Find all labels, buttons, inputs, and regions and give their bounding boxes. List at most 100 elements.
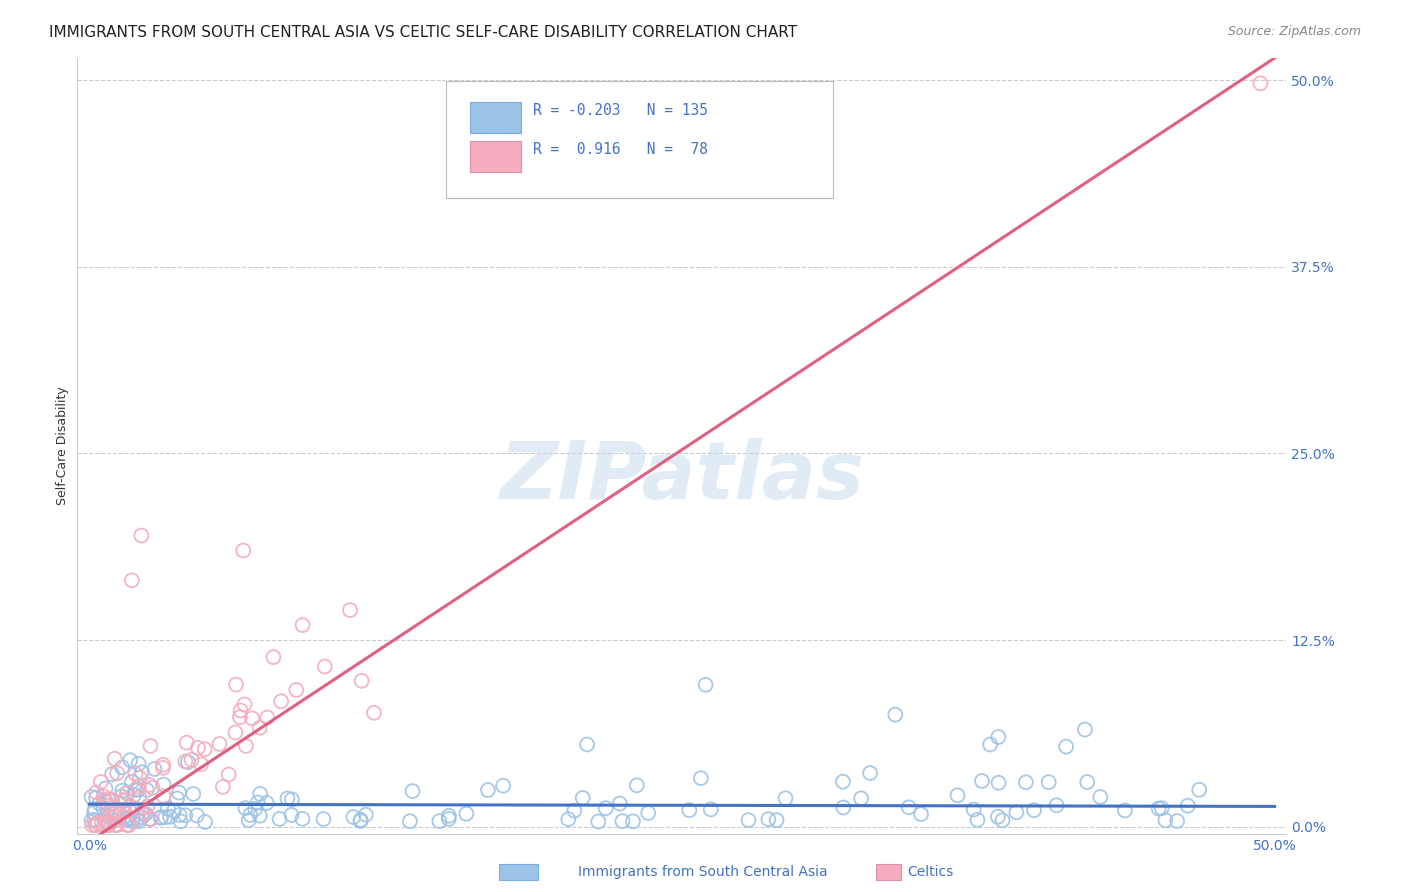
Point [884, 707, 907, 722]
Point [128, 814, 150, 829]
Point [93, 818, 115, 832]
Point [174, 755, 197, 769]
Point [84, 818, 107, 832]
Point [1114, 804, 1136, 818]
Point [152, 761, 174, 775]
Point [156, 802, 179, 816]
Point [492, 779, 515, 793]
Point [104, 809, 127, 823]
Point [120, 753, 142, 767]
Point [108, 807, 131, 822]
Point [1249, 76, 1271, 90]
Point [243, 802, 266, 816]
Point [120, 799, 142, 814]
Point [127, 813, 149, 827]
Point [159, 810, 181, 824]
Point [437, 809, 460, 823]
Point [588, 814, 610, 829]
Point [576, 738, 599, 752]
Point [97, 798, 120, 813]
Point [83, 813, 105, 827]
Point [1038, 775, 1060, 789]
Text: Immigrants from South Central Asia: Immigrants from South Central Asia [578, 865, 828, 880]
Point [190, 757, 212, 772]
Point [104, 803, 127, 817]
Point [859, 766, 882, 780]
Point [118, 818, 141, 832]
Point [1188, 782, 1211, 797]
Point [1045, 798, 1067, 813]
Point [249, 787, 271, 801]
Point [96, 795, 118, 809]
Point [136, 799, 159, 814]
Point [832, 774, 855, 789]
Point [477, 783, 499, 797]
Point [115, 813, 138, 827]
Point [80, 789, 103, 804]
Point [131, 806, 153, 821]
Point [97, 815, 120, 830]
Point [89, 797, 111, 811]
Point [690, 771, 713, 785]
Point [103, 814, 125, 829]
Point [110, 789, 132, 804]
Text: IMMIGRANTS FROM SOUTH CENTRAL ASIA VS CELTIC SELF-CARE DISABILITY CORRELATION CH: IMMIGRANTS FROM SOUTH CENTRAL ASIA VS CE… [49, 25, 797, 40]
Point [229, 710, 252, 724]
Point [269, 812, 291, 826]
Point [186, 808, 208, 822]
Point [134, 807, 156, 822]
Point [910, 807, 932, 822]
Point [1150, 801, 1173, 815]
Point [97, 818, 120, 832]
Point [97, 818, 120, 832]
Point [562, 804, 585, 818]
Point [117, 811, 139, 825]
Point [249, 721, 271, 735]
Point [963, 802, 986, 816]
Point [135, 783, 157, 797]
Point [1074, 723, 1097, 737]
Point [121, 814, 143, 829]
Point [105, 766, 128, 780]
Point [111, 803, 134, 817]
Point [695, 678, 717, 692]
Point [970, 773, 993, 788]
Point [194, 742, 217, 756]
Point [169, 808, 191, 822]
Point [80, 814, 103, 828]
Point [94, 815, 117, 830]
Point [91, 801, 114, 815]
Point [849, 791, 872, 805]
Point [124, 783, 146, 797]
Point [93, 793, 115, 807]
Point [103, 804, 125, 818]
Point [1147, 801, 1170, 815]
Point [758, 812, 780, 826]
Point [609, 797, 631, 811]
Point [991, 814, 1014, 828]
Point [118, 803, 141, 817]
Point [1166, 814, 1188, 828]
Point [131, 810, 153, 824]
Point [1015, 775, 1038, 789]
Point [246, 796, 269, 810]
Point [595, 801, 617, 815]
Point [84, 791, 107, 805]
Point [131, 765, 153, 780]
Point [946, 789, 969, 803]
Point [678, 803, 700, 817]
Point [111, 783, 134, 797]
Point [121, 574, 143, 588]
FancyBboxPatch shape [470, 141, 522, 172]
Point [111, 760, 134, 774]
Point [239, 808, 262, 822]
Point [437, 812, 460, 826]
Point [1022, 803, 1045, 817]
Point [84, 818, 107, 832]
Text: R = -0.203   N = 135: R = -0.203 N = 135 [533, 103, 709, 119]
Point [112, 794, 135, 808]
Point [339, 603, 361, 617]
Point [93, 789, 115, 804]
Point [139, 812, 162, 826]
Point [105, 818, 128, 832]
